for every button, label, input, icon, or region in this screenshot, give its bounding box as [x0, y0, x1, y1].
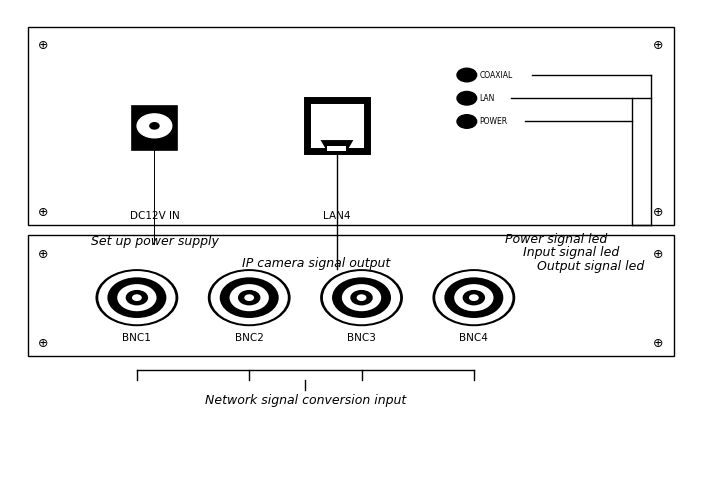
- Circle shape: [457, 68, 477, 82]
- Bar: [327, 146, 337, 151]
- Text: ⊕: ⊕: [654, 248, 663, 260]
- Ellipse shape: [238, 290, 260, 305]
- Circle shape: [150, 122, 159, 129]
- Ellipse shape: [342, 284, 381, 311]
- Text: Input signal led: Input signal led: [523, 246, 619, 259]
- Ellipse shape: [107, 277, 166, 318]
- Ellipse shape: [463, 290, 485, 305]
- Bar: [132, 106, 177, 150]
- Text: ⊕: ⊕: [654, 40, 663, 52]
- Text: LAN: LAN: [479, 94, 495, 103]
- Text: ⊕: ⊕: [39, 337, 48, 350]
- Ellipse shape: [244, 294, 254, 301]
- Ellipse shape: [117, 284, 157, 311]
- Text: Network signal conversion input: Network signal conversion input: [205, 394, 406, 408]
- Ellipse shape: [126, 290, 148, 305]
- Bar: [337, 146, 347, 151]
- Ellipse shape: [444, 277, 503, 318]
- Text: ⊕: ⊕: [654, 337, 663, 350]
- Ellipse shape: [435, 271, 512, 324]
- Text: ⊕: ⊕: [39, 248, 48, 260]
- Text: IP camera signal output: IP camera signal output: [241, 257, 390, 270]
- Text: BNC2: BNC2: [234, 333, 264, 343]
- Ellipse shape: [132, 294, 142, 301]
- Ellipse shape: [332, 277, 391, 318]
- Text: BNC1: BNC1: [122, 333, 152, 343]
- Text: POWER: POWER: [479, 117, 508, 126]
- Bar: [307, 101, 366, 151]
- Bar: [28, 235, 674, 356]
- Ellipse shape: [211, 271, 288, 324]
- Text: LAN4: LAN4: [323, 212, 351, 221]
- Text: ⊕: ⊕: [654, 207, 663, 219]
- Ellipse shape: [469, 294, 479, 301]
- Text: DC12V IN: DC12V IN: [130, 212, 179, 221]
- Ellipse shape: [220, 277, 279, 318]
- Text: Output signal led: Output signal led: [537, 260, 644, 272]
- Ellipse shape: [208, 269, 291, 326]
- Circle shape: [137, 114, 172, 138]
- Text: BNC3: BNC3: [347, 333, 376, 343]
- Polygon shape: [321, 140, 353, 151]
- Ellipse shape: [323, 271, 400, 324]
- Text: Set up power supply: Set up power supply: [91, 236, 218, 248]
- Text: COAXIAL: COAXIAL: [479, 71, 512, 79]
- Ellipse shape: [98, 271, 176, 324]
- Bar: [28, 27, 674, 225]
- Text: ⊕: ⊕: [39, 40, 48, 52]
- Text: ⊕: ⊕: [39, 207, 48, 219]
- Circle shape: [457, 115, 477, 128]
- Ellipse shape: [454, 284, 494, 311]
- Ellipse shape: [350, 290, 373, 305]
- Text: BNC4: BNC4: [459, 333, 489, 343]
- Ellipse shape: [432, 269, 515, 326]
- Ellipse shape: [320, 269, 403, 326]
- Ellipse shape: [357, 294, 366, 301]
- Ellipse shape: [230, 284, 269, 311]
- Circle shape: [457, 91, 477, 105]
- Text: Power signal led: Power signal led: [505, 233, 608, 246]
- Ellipse shape: [95, 269, 178, 326]
